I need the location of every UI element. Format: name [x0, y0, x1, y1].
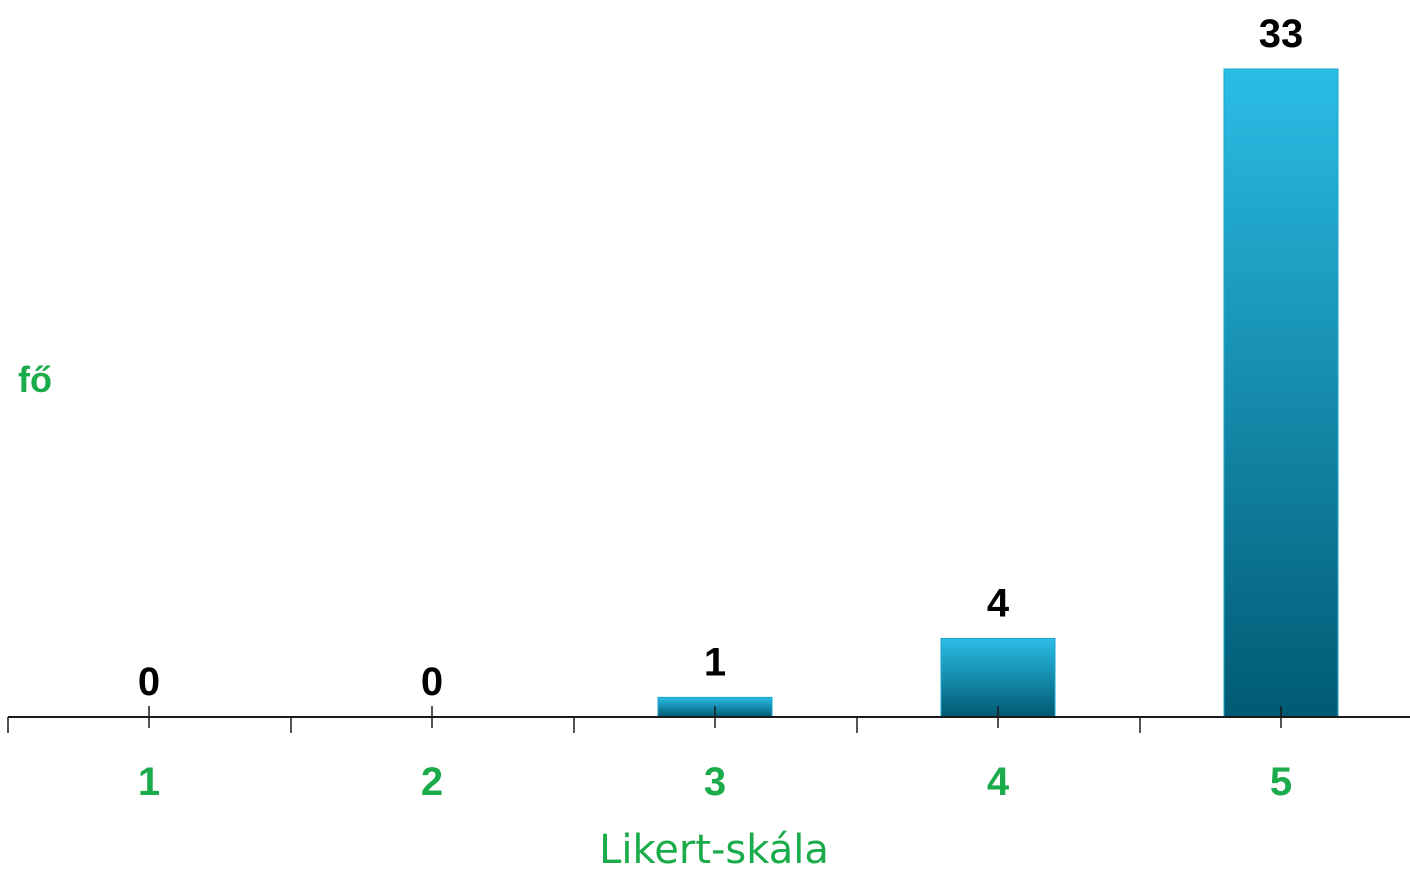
bar-5: [1223, 68, 1339, 718]
data-labels-group: 0 0 1 4 33: [138, 12, 1303, 704]
x-tick-label-1: 1: [138, 760, 160, 804]
x-axis: 1 2 3 4 5: [7, 706, 1410, 804]
x-axis-title: Likert-skála: [599, 827, 829, 869]
data-label-1: 0: [138, 660, 160, 704]
data-label-5: 33: [1259, 12, 1304, 56]
bars-group: [657, 68, 1339, 718]
data-label-4: 4: [987, 581, 1010, 625]
bar-4: [940, 637, 1056, 718]
x-tick-label-5: 5: [1270, 760, 1292, 804]
data-label-2: 0: [421, 660, 443, 704]
data-label-3: 1: [704, 640, 726, 684]
x-tick-label-2: 2: [421, 760, 443, 804]
y-axis-title: fő: [18, 359, 52, 400]
x-tick-label-3: 3: [704, 760, 726, 804]
x-tick-label-4: 4: [987, 760, 1010, 804]
